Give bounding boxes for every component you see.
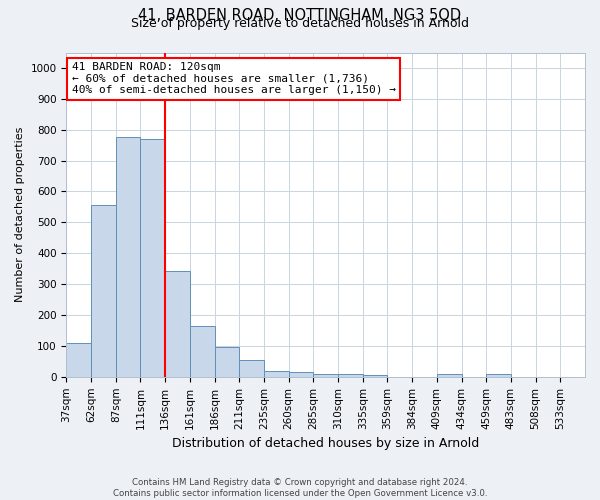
Bar bbox=[165, 270, 190, 377]
Bar bbox=[363, 376, 388, 377]
X-axis label: Distribution of detached houses by size in Arnold: Distribution of detached houses by size … bbox=[172, 437, 479, 450]
Text: 41, BARDEN ROAD, NOTTINGHAM, NG3 5QD: 41, BARDEN ROAD, NOTTINGHAM, NG3 5QD bbox=[139, 8, 461, 22]
Bar bbox=[215, 346, 239, 377]
Bar bbox=[67, 342, 91, 377]
Bar bbox=[338, 374, 363, 377]
Bar bbox=[239, 360, 264, 377]
Bar bbox=[91, 205, 116, 377]
Text: 41 BARDEN ROAD: 120sqm
← 60% of detached houses are smaller (1,736)
40% of semi-: 41 BARDEN ROAD: 120sqm ← 60% of detached… bbox=[71, 62, 395, 96]
Bar bbox=[140, 139, 165, 377]
Y-axis label: Number of detached properties: Number of detached properties bbox=[15, 127, 25, 302]
Bar bbox=[313, 374, 338, 377]
Text: Contains HM Land Registry data © Crown copyright and database right 2024.
Contai: Contains HM Land Registry data © Crown c… bbox=[113, 478, 487, 498]
Bar bbox=[437, 374, 461, 377]
Bar bbox=[190, 326, 215, 377]
Bar bbox=[264, 370, 289, 377]
Bar bbox=[486, 374, 511, 377]
Bar bbox=[116, 137, 140, 377]
Text: Size of property relative to detached houses in Arnold: Size of property relative to detached ho… bbox=[131, 18, 469, 30]
Bar bbox=[289, 372, 313, 377]
